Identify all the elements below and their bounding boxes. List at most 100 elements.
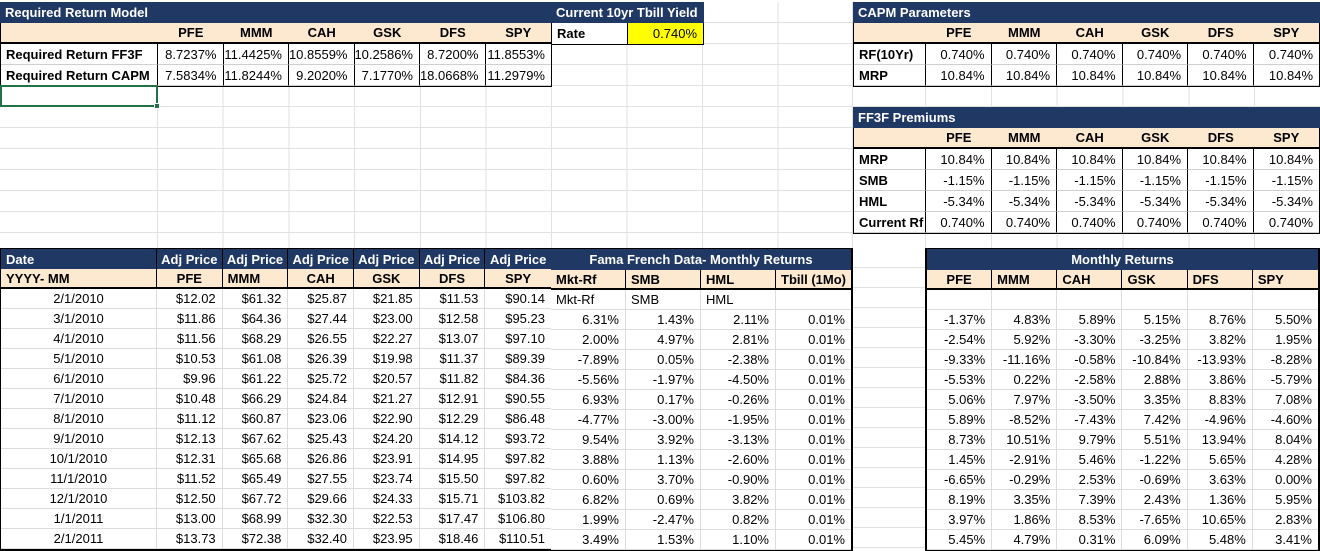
ff-factor-cell[interactable]: 0.01% [776, 330, 851, 350]
price-cell[interactable]: $26.86 [288, 449, 354, 469]
return-cell[interactable]: -7.43% [1057, 410, 1123, 430]
fama-french-title[interactable]: Fama French Data- Monthly Returns [551, 249, 851, 270]
value-cell[interactable]: 11.8553% [485, 44, 551, 65]
ff-factor-cell[interactable]: 0.17% [626, 390, 701, 410]
price-cell[interactable]: $25.72 [288, 369, 354, 389]
return-cell[interactable]: 3.82% [1187, 330, 1253, 350]
return-cell[interactable]: 9.79% [1057, 430, 1123, 450]
return-cell[interactable]: -3.50% [1057, 390, 1123, 410]
return-cell[interactable]: 7.42% [1122, 410, 1188, 430]
ff-factor-cell[interactable]: 0.01% [776, 310, 851, 330]
price-cell[interactable]: $17.47 [419, 509, 486, 529]
return-cell[interactable]: -4.96% [1187, 410, 1253, 430]
adj-price-header[interactable]: Adj Price [489, 251, 547, 267]
return-cell[interactable]: -0.29% [992, 470, 1058, 490]
ff-factor-cell[interactable]: 6.93% [551, 390, 626, 410]
column-header-MMM[interactable]: MMM [992, 270, 1058, 288]
column-header-CAH[interactable]: CAH [1075, 25, 1104, 40]
tbill-yield-title[interactable]: Current 10yr Tbill Yield [551, 2, 704, 23]
price-cell[interactable]: $13.00 [157, 509, 223, 529]
column-header-SPY[interactable]: SPY [1273, 25, 1300, 40]
column-header-SPY[interactable]: SPY [505, 270, 532, 286]
value-cell[interactable]: 11.2979% [485, 65, 551, 86]
return-cell[interactable]: -5.79% [1252, 370, 1318, 390]
tbill-rate-label[interactable]: Rate [552, 23, 628, 44]
price-cell[interactable]: $22.90 [353, 409, 420, 429]
selected-cell[interactable] [0, 85, 160, 109]
ff-factor-cell[interactable]: 6.82% [551, 490, 626, 510]
ff-factor-cell[interactable]: -4.77% [551, 410, 626, 430]
return-cell[interactable]: 3.35% [992, 490, 1058, 510]
price-cell[interactable]: $97.82 [485, 469, 551, 489]
value-cell[interactable]: 11.8244% [223, 65, 289, 86]
price-cell[interactable]: $12.50 [157, 489, 223, 509]
price-cell[interactable]: $10.48 [157, 389, 223, 409]
price-cell[interactable]: $23.95 [353, 529, 420, 549]
value-cell[interactable]: 10.84% [1057, 149, 1123, 170]
value-cell[interactable]: 0.740% [1188, 212, 1254, 233]
ff-factor-cell[interactable]: 1.99% [551, 510, 626, 530]
ff-factor-cell[interactable]: 3.82% [701, 490, 776, 510]
return-cell[interactable] [992, 290, 1058, 310]
value-cell[interactable]: 18.0668% [420, 65, 486, 86]
value-cell[interactable]: -1.15% [1253, 170, 1319, 191]
price-cell[interactable]: $15.71 [419, 489, 486, 509]
value-cell[interactable]: 0.740% [1057, 212, 1123, 233]
ff3f-premiums-title[interactable]: FF3F Premiums [853, 107, 1320, 128]
return-cell[interactable]: 0.22% [992, 370, 1058, 390]
value-cell[interactable]: -5.34% [1188, 191, 1254, 212]
price-cell[interactable]: $23.06 [288, 409, 354, 429]
price-cell[interactable]: $103.82 [485, 489, 551, 509]
date-cell[interactable]: 7/1/2010 [1, 389, 157, 409]
ff-factor-cell[interactable]: 1.43% [626, 310, 701, 330]
ff-factor-cell[interactable]: -2.60% [701, 450, 776, 470]
price-cell[interactable]: $12.58 [419, 309, 486, 329]
price-cell[interactable]: $11.82 [419, 369, 486, 389]
return-cell[interactable]: -11.16% [992, 350, 1058, 370]
column-header-HML[interactable]: HML [701, 270, 776, 288]
ff-factor-cell[interactable]: -2.47% [626, 510, 701, 530]
date-cell[interactable]: 3/1/2010 [1, 309, 157, 329]
return-cell[interactable]: 8.53% [1057, 510, 1123, 530]
value-cell[interactable]: 10.84% [1253, 65, 1319, 86]
return-cell[interactable]: -1.22% [1122, 450, 1188, 470]
column-header-DFS[interactable]: DFS [1207, 25, 1234, 40]
row-label[interactable]: MRP [854, 65, 926, 86]
ff-factor-cell[interactable]: 2.11% [701, 310, 776, 330]
value-cell[interactable]: 8.7200% [420, 44, 486, 65]
column-header-SPY[interactable]: SPY [1257, 271, 1284, 287]
price-cell[interactable]: $29.66 [288, 489, 354, 509]
value-cell[interactable]: -1.15% [991, 170, 1057, 191]
return-cell[interactable] [1122, 290, 1188, 310]
column-header-MMM[interactable]: MMM [223, 269, 289, 287]
date-header[interactable]: Date [1, 249, 157, 269]
column-header-GSK[interactable]: GSK [1141, 25, 1170, 40]
price-cell[interactable]: $21.85 [353, 289, 420, 309]
return-cell[interactable]: 8.19% [927, 490, 993, 510]
return-cell[interactable]: 2.53% [1057, 470, 1123, 490]
value-cell[interactable]: 10.84% [1122, 149, 1188, 170]
return-cell[interactable]: 6.09% [1122, 530, 1188, 550]
column-header-SPY[interactable]: SPY [505, 25, 532, 40]
return-cell[interactable]: -9.33% [927, 350, 993, 370]
column-header-PFE[interactable]: PFE [946, 130, 972, 145]
column-header-MMM[interactable]: MMM [1008, 25, 1041, 40]
return-cell[interactable]: 1.86% [992, 510, 1058, 530]
date-cell[interactable]: 8/1/2010 [1, 409, 157, 429]
row-label[interactable]: RF(10Yr) [854, 44, 926, 65]
value-cell[interactable]: -1.15% [926, 170, 992, 191]
return-cell[interactable]: -0.69% [1122, 470, 1188, 490]
return-cell[interactable]: 5.65% [1187, 450, 1253, 470]
return-cell[interactable]: 1.45% [927, 450, 993, 470]
ff-factor-cell[interactable]: -4.50% [701, 370, 776, 390]
price-cell[interactable]: $86.48 [485, 409, 551, 429]
price-cell[interactable]: $27.44 [288, 309, 354, 329]
value-cell[interactable]: 10.8559% [289, 44, 355, 65]
value-cell[interactable]: 0.740% [1122, 44, 1188, 65]
date-cell[interactable]: 2/1/2011 [1, 529, 157, 549]
value-cell[interactable]: 10.84% [1122, 65, 1188, 86]
return-cell[interactable]: -5.53% [927, 370, 993, 390]
price-cell[interactable]: $61.08 [222, 349, 289, 369]
ff-factor-cell[interactable]: 0.82% [701, 510, 776, 530]
price-cell[interactable]: $12.13 [157, 429, 223, 449]
